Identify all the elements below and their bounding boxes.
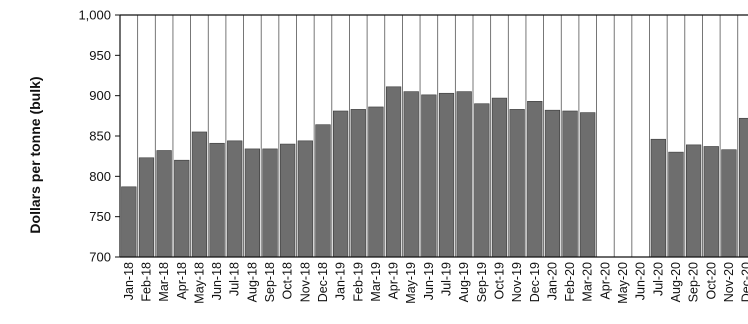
bar: [474, 103, 490, 258]
bar: [509, 109, 525, 258]
bar: [350, 109, 366, 258]
x-tick-label: Jul-19: [440, 262, 454, 296]
y-tick-label: 850: [89, 129, 111, 144]
y-tick-label: 700: [89, 250, 111, 265]
bar: [403, 91, 419, 258]
bar: [527, 101, 543, 258]
bar: [191, 131, 208, 258]
x-tick-label: Jun-18: [210, 262, 224, 300]
x-tick-label: Dec-18: [316, 262, 330, 302]
x-tick-label: Feb-20: [563, 262, 577, 302]
x-tick-label: May-18: [192, 262, 206, 304]
bar: [297, 140, 313, 258]
bar: [244, 148, 261, 258]
x-tick-label: Sep-19: [475, 262, 489, 302]
bar: [280, 143, 296, 258]
bar: [491, 97, 508, 258]
y-tick-label: 950: [89, 48, 111, 63]
bar: [562, 110, 578, 258]
x-tick-label: Jul-20: [651, 262, 665, 296]
x-tick-label: Jul-18: [228, 262, 242, 296]
x-tick-label: Feb-19: [351, 262, 365, 302]
y-tick-label: 750: [89, 209, 111, 224]
x-tick-label: Jan-20: [545, 262, 559, 300]
bar: [174, 159, 190, 258]
bar: [544, 109, 561, 258]
bar: [668, 151, 684, 258]
bar: [138, 157, 155, 258]
x-tick-label: Jan-18: [122, 262, 136, 300]
x-tick-label: Jun-20: [634, 262, 648, 300]
bar: [438, 92, 455, 258]
x-tick-label: Feb-18: [139, 262, 153, 302]
bar: [703, 146, 719, 258]
x-tick-label: Jan-19: [334, 262, 348, 300]
bar: [456, 91, 472, 258]
bar: [738, 117, 748, 258]
bar: [121, 186, 137, 258]
x-tick-label: Dec-19: [528, 262, 542, 302]
x-tick-label: Jun-19: [422, 262, 436, 300]
x-tick-label: Apr-20: [598, 262, 612, 300]
bar: [209, 142, 225, 258]
x-tick-label: Mar-19: [369, 262, 383, 302]
x-tick-label: Oct-19: [492, 262, 506, 300]
y-tick-label: 1,000: [78, 8, 111, 23]
y-ticks: 700 750 800 850 900 950 1,000: [78, 8, 120, 265]
bar: [315, 124, 331, 258]
x-tick-label: Dec-20: [740, 262, 748, 302]
x-tick-label: Apr-18: [175, 262, 189, 300]
bar: [421, 94, 437, 258]
bar: [156, 150, 172, 258]
bar: [385, 86, 402, 258]
bar: [368, 106, 384, 258]
x-tick-labels: Jan-18 Feb-18 Mar-18 Apr-18 May-18 Jun-18 Jul-…: [122, 262, 748, 304]
x-tick-label: Sep-18: [263, 262, 277, 302]
y-tick-label: 800: [89, 169, 111, 184]
x-tick-label: Mar-20: [581, 262, 595, 302]
gridlines: [137, 15, 739, 257]
x-tick-label: Oct-20: [704, 262, 718, 300]
bar: [580, 112, 596, 258]
bar: [685, 144, 702, 258]
y-axis-title: Dollars per tonne (bulk): [27, 76, 43, 233]
x-tick-label: May-19: [404, 262, 418, 304]
y-tick-label: 900: [89, 88, 111, 103]
bar: [262, 148, 278, 258]
x-tick-label: Sep-20: [687, 262, 701, 302]
bars: [121, 86, 748, 258]
x-tick-label: Apr-19: [387, 262, 401, 300]
bar: [650, 138, 666, 258]
x-tick-label: Nov-20: [722, 262, 736, 302]
x-tick-label: Oct-18: [281, 262, 295, 300]
x-tick-label: May-20: [616, 262, 630, 304]
bar: [721, 149, 737, 258]
x-tick-label: Aug-19: [457, 262, 471, 302]
x-tick-label: Aug-20: [669, 262, 683, 302]
x-tick-label: Aug-18: [245, 262, 259, 302]
x-tick-label: Mar-18: [157, 262, 171, 302]
bar: [332, 110, 349, 258]
x-tick-label: Nov-19: [510, 262, 524, 302]
bar: [227, 140, 243, 258]
x-tick-label: Nov-18: [298, 262, 312, 302]
